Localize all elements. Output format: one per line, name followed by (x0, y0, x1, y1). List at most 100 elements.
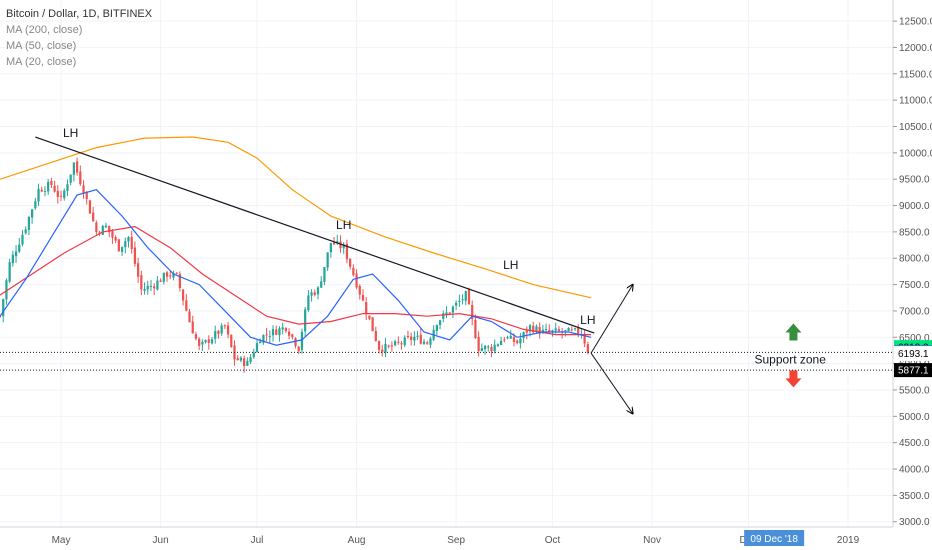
price-label-box (894, 363, 932, 378)
candle (188, 311, 191, 323)
candle (34, 201, 37, 209)
candle (217, 330, 220, 334)
candle (480, 348, 483, 351)
candle (291, 334, 294, 338)
candle (358, 286, 361, 295)
price-tick-label: 5000.0 (899, 412, 930, 423)
candle (397, 341, 400, 343)
projection-arrow-down (590, 352, 633, 414)
cursor-date-label: 09 Dec '18 (750, 534, 798, 545)
candle (458, 300, 461, 303)
price-tick-label: 12000.0 (899, 43, 932, 54)
candle (400, 343, 403, 345)
candle (0, 316, 2, 318)
candle (393, 341, 397, 346)
price-tick-label: 8500.0 (899, 227, 930, 238)
candle (525, 330, 528, 333)
price-tick-label: 4500.0 (899, 438, 930, 449)
candle (265, 334, 268, 336)
candle (451, 306, 455, 313)
candle (255, 343, 259, 353)
legend-ma20: MA (20, close) (6, 56, 77, 68)
candle (352, 267, 355, 276)
price-tick-label: 10500.0 (899, 122, 932, 133)
candle (169, 275, 172, 277)
candle (21, 234, 24, 245)
candle (509, 335, 512, 339)
candle (368, 315, 371, 319)
candle (140, 275, 143, 290)
candle (27, 216, 31, 230)
candle (37, 188, 40, 202)
candle (532, 325, 535, 333)
candle (82, 185, 85, 194)
candle (551, 330, 554, 332)
signal-arrow-down-icon (785, 370, 802, 388)
candle (516, 340, 519, 344)
candle (464, 291, 467, 301)
candle (422, 341, 426, 344)
candle (59, 195, 63, 197)
candle (461, 299, 464, 301)
candle (419, 334, 422, 344)
price-label: 6193.1 (898, 349, 929, 360)
candle (259, 341, 262, 344)
candle (487, 346, 490, 348)
candle (249, 357, 252, 363)
candle (198, 338, 201, 346)
candle (403, 337, 406, 346)
candle (75, 161, 79, 173)
candle (185, 300, 188, 311)
candle (5, 280, 8, 300)
candle (310, 292, 313, 296)
candle (56, 190, 59, 197)
candle (130, 236, 133, 249)
annotation-label: Support zone (755, 353, 827, 367)
candle (323, 266, 326, 283)
candle (159, 280, 162, 282)
candle (127, 236, 130, 242)
ma-line-50 (0, 225, 592, 336)
candle (239, 357, 243, 361)
candle (438, 320, 442, 326)
time-tick-label: Aug (348, 535, 366, 546)
candle (43, 190, 47, 192)
time-tick-label: Oct (545, 535, 561, 546)
ma-line-20 (0, 189, 592, 346)
price-tick-label: 8000.0 (899, 254, 930, 265)
candle (535, 326, 538, 332)
candle (365, 302, 368, 315)
candle (175, 272, 178, 274)
price-tick-label: 12500.0 (899, 17, 932, 28)
candle (573, 328, 577, 330)
candle (471, 304, 474, 320)
candle (477, 336, 480, 352)
candle (137, 263, 140, 277)
cursor-date-box (744, 530, 805, 546)
time-tick-label: Jun (153, 535, 169, 546)
candle (66, 184, 69, 191)
candle (567, 328, 570, 332)
price-tick-label: 5500.0 (899, 385, 930, 396)
candle (371, 317, 374, 332)
candle (519, 338, 522, 344)
candle (586, 344, 589, 353)
candle (435, 325, 438, 331)
candle (416, 335, 419, 337)
candle (490, 346, 493, 352)
candles (0, 157, 589, 373)
candle (117, 239, 120, 252)
candle (349, 258, 352, 267)
candle (252, 352, 255, 358)
candle (326, 252, 329, 268)
time-tick-label: 2019 (837, 535, 860, 546)
price-label: 5877.1 (898, 366, 929, 377)
candle (294, 338, 297, 347)
candle (149, 285, 153, 287)
candle (329, 242, 332, 253)
candle (512, 337, 516, 342)
candle (104, 225, 108, 228)
ma-line-200 (0, 136, 592, 299)
candle (336, 241, 339, 244)
